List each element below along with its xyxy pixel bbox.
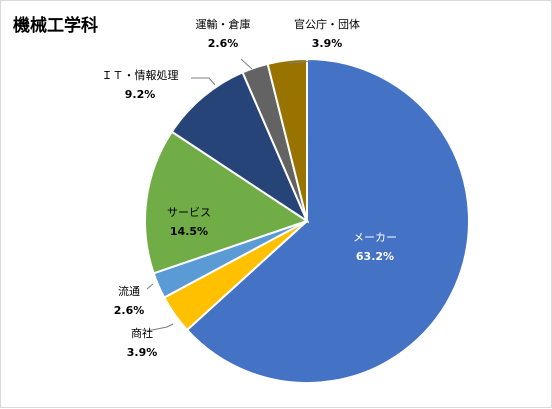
leader-line [240, 58, 253, 70]
slice-label: 運輸・倉庫 [196, 17, 251, 31]
slice-label: 商社 [131, 326, 153, 340]
slice-value-label: 3.9% [312, 37, 343, 50]
chart-title: 機械工学科 [13, 16, 98, 36]
leader-line [288, 60, 312, 64]
slice-value-label: 2.6% [114, 304, 145, 317]
slice-value-label: 14.5% [170, 225, 208, 238]
pie-slice [170, 71, 310, 224]
slice-label: 官公庁・団体 [294, 17, 360, 31]
slice-label: 流通 [118, 284, 140, 298]
leader-line [191, 77, 216, 86]
pie-slice [185, 57, 470, 384]
leader-line [146, 323, 174, 332]
slice-value-label: 9.2% [125, 88, 156, 101]
pie-slice [266, 57, 308, 222]
slice-label: メーカー [353, 231, 397, 244]
pie-slice [144, 130, 310, 275]
slice-value-label: 3.9% [127, 346, 158, 359]
slice-value-label: 2.6% [208, 37, 239, 50]
slice-label: サービス [167, 206, 211, 219]
slice-label: ＩＴ・情報処理 [102, 69, 179, 82]
leader-line [146, 283, 154, 290]
slice-value-label: 63.2% [356, 250, 394, 263]
